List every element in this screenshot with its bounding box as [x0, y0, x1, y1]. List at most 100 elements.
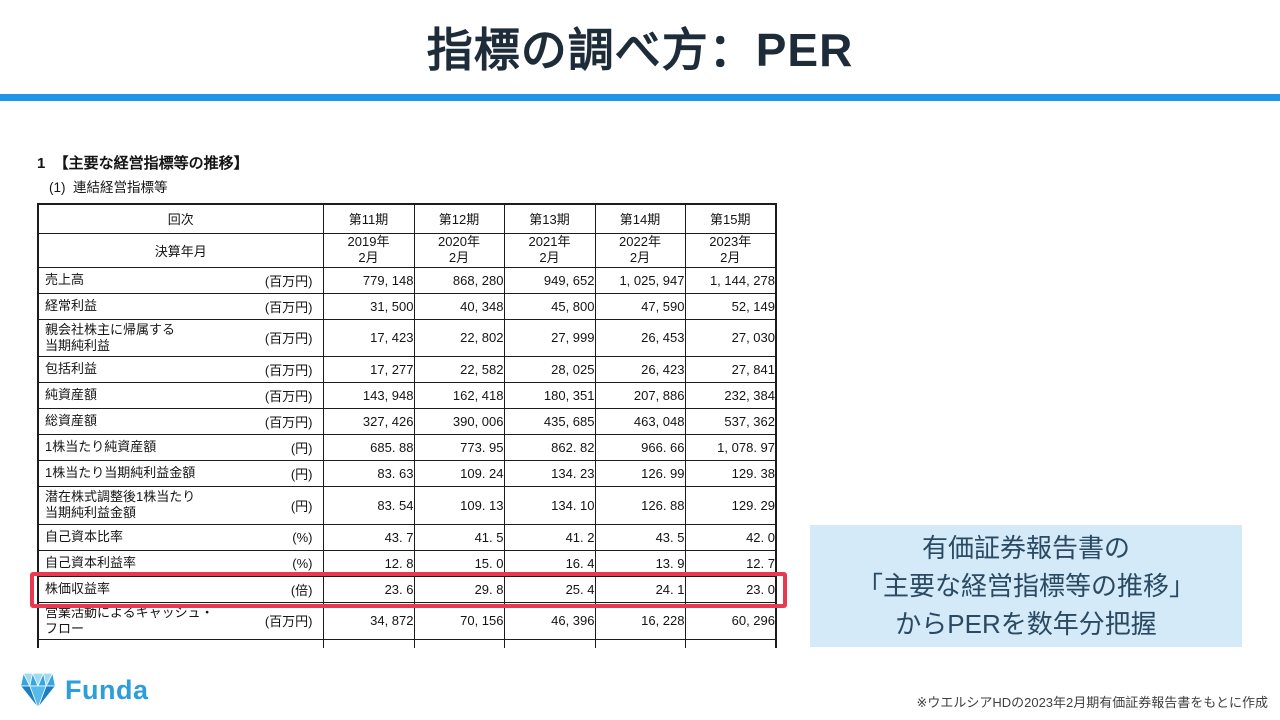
row-unit: (百万円) — [264, 389, 313, 404]
value-cell: 15. 0 — [413, 549, 505, 577]
row-unit: (倍) — [290, 582, 313, 598]
value-cell: 16. 4 — [503, 549, 596, 577]
table-row: 売上高 (百万円) 779, 148 868, 280 949, 652 1, 025, … — [37, 266, 777, 294]
value-cell: 26, 423 — [594, 356, 686, 383]
value-cell: 17, 277 — [322, 356, 415, 383]
row-label-cell: 自己資本比率 (%) — [37, 523, 324, 551]
row-label: 1株当たり純資産額 — [45, 439, 157, 455]
value-cell: 12. 8 — [322, 549, 415, 577]
value-cell: 773. 95 — [413, 434, 505, 461]
callout-line: 「主要な経営指標等の推移」 — [856, 571, 1195, 601]
fiscal-date-cell: 2019年 2月 — [322, 232, 415, 268]
table-row: 経常利益 (百万円) 31, 500 40, 348 45, 800 47, 590 52,… — [37, 292, 777, 320]
value-cell: 29. 8 — [413, 575, 505, 603]
row-label-cell: 純資産額 (百万円) — [37, 382, 324, 409]
row-label-cell: 1株当たり純資産額 (円) — [37, 434, 324, 461]
fiscal-date-row: 決算年月 2019年 2月 2020年 2月 2021年 2月 2022年 2月 202… — [37, 232, 777, 268]
row-label: 自己資本比率 — [45, 528, 124, 544]
callout-note: 有価証券報告書の 「主要な経営指標等の推移」 からPERを数年分把握 — [810, 525, 1242, 647]
value-cell: 25. 4 — [503, 575, 596, 603]
value-cell: 27, 030 — [684, 318, 777, 357]
value-cell: 43. 5 — [594, 523, 686, 551]
table-row: 自己資本利益率 (%) 12. 8 15. 0 16. 4 13. 9 12. 7 — [37, 549, 777, 577]
value-cell: 41. 5 — [413, 523, 505, 551]
value-cell: 327, 426 — [322, 408, 415, 435]
table-row: 1株当たり純資産額 (円) 685. 88 773. 95 862. 82 966. 66… — [37, 434, 777, 461]
value-cell: 180, 351 — [503, 382, 596, 409]
table-row: 自己資本比率 (%) 43. 7 41. 5 41. 2 43. 5 42. 0 — [37, 523, 777, 551]
value-cell: 28, 025 — [503, 356, 596, 383]
row-label: 包括利益 — [45, 361, 98, 377]
row-label-cell: 経常利益 (百万円) — [37, 292, 324, 320]
period-header-cell: 第12期 — [413, 203, 505, 234]
value-cell: 143, 948 — [322, 382, 415, 409]
value-cell: 949, 652 — [503, 266, 596, 294]
row-unit: (百万円) — [264, 331, 313, 347]
value-cell: 31, 500 — [322, 292, 415, 320]
value-cell: 463, 048 — [594, 408, 686, 435]
row-label-cell: 包括利益 (百万円) — [37, 356, 324, 383]
table-row: 総資産額 (百万円) 327, 426 390, 006 435, 685 463, 04… — [37, 408, 777, 435]
row-label: 親会社株主に帰属する 当期純利益 — [45, 321, 176, 353]
table-row: 親会社株主に帰属する 当期純利益 (百万円) 17, 423 22, 802 27, 9… — [37, 318, 777, 357]
period-header-cell: 第14期 — [594, 203, 686, 234]
callout-line: からPERを数年分把握 — [895, 609, 1157, 639]
value-cell: 126. 88 — [594, 486, 686, 525]
financial-table-clip: 回次 第11期 第12期 第13期 第14期 第15期 決算年月 2019年 2月 202… — [37, 203, 799, 648]
row-label: 潜在株式調整後1株当たり 当期純利益金額 — [45, 489, 196, 521]
value-cell: 22, 802 — [413, 318, 505, 357]
row-label-cell: 1株当たり当期純利益金額 (円) — [37, 460, 324, 487]
row-unit: (円) — [290, 498, 313, 514]
row-label: 経常利益 — [45, 297, 98, 313]
value-cell: 129. 29 — [684, 486, 777, 525]
value-cell: 34, 872 — [322, 601, 415, 640]
row-unit: (円) — [290, 441, 313, 456]
value-cell: 862. 82 — [503, 434, 596, 461]
value-cell: 23. 0 — [684, 575, 777, 603]
value-cell: 868, 280 — [413, 266, 505, 294]
row-label-cell: 総資産額 (百万円) — [37, 408, 324, 435]
table-row: 株価収益率 (倍) 23. 6 29. 8 25. 4 24. 1 23. 0 — [37, 575, 777, 603]
fiscal-date-cell: 2020年 2月 — [413, 232, 505, 268]
value-cell: 52, 149 — [684, 292, 777, 320]
value-cell: 26, 453 — [594, 318, 686, 357]
source-footnote: ※ウエルシアHDの2023年2月期有価証券報告書をもとに作成 — [916, 695, 1268, 710]
fiscal-date-cell: 2021年 2月 — [503, 232, 596, 268]
value-cell: 83. 63 — [322, 460, 415, 487]
table-row: 1株当たり当期純利益金額 (円) 83. 63 109. 24 134. 23 126. … — [37, 460, 777, 487]
row-unit: (百万円) — [264, 273, 313, 289]
value-cell: 779, 148 — [322, 266, 415, 294]
table-row: 潜在株式調整後1株当たり 当期純利益金額 (円) 83. 54 109. 13 134.… — [37, 486, 777, 525]
period-header-cell: 第13期 — [503, 203, 596, 234]
row-label: 純資産額 — [45, 387, 98, 403]
row-unit: (円) — [290, 467, 313, 482]
value-cell: 60, 296 — [684, 601, 777, 640]
value-cell: 126. 99 — [594, 460, 686, 487]
value-cell: 47, 590 — [594, 292, 686, 320]
row-label-cell: 株価収益率 (倍) — [37, 575, 324, 603]
value-cell: 43. 7 — [322, 523, 415, 551]
value-cell: 13. 9 — [594, 549, 686, 577]
report-subsection-heading: (1) 連結経営指標等 — [49, 180, 168, 195]
table-row: 包括利益 (百万円) 17, 277 22, 582 28, 025 26, 423 27,… — [37, 356, 777, 383]
value-cell: 24. 1 — [594, 575, 686, 603]
cutoff-stub-row — [37, 639, 777, 648]
row-unit: (百万円) — [264, 415, 313, 430]
value-cell: 41. 2 — [503, 523, 596, 551]
fiscal-date-cell: 2023年 2月 — [684, 232, 777, 268]
value-cell: 162, 418 — [413, 382, 505, 409]
value-cell: 685. 88 — [322, 434, 415, 461]
value-cell: 27, 841 — [684, 356, 777, 383]
row-label: 1株当たり当期純利益金額 — [45, 465, 196, 481]
row-label: 営業活動によるキャッシュ・ フロー — [45, 604, 214, 636]
row-unit: (%) — [292, 555, 313, 571]
report-section-heading: 1 【主要な経営指標等の推移】 — [37, 155, 249, 172]
row-label-cell: 売上高 (百万円) — [37, 266, 324, 294]
value-cell: 966. 66 — [594, 434, 686, 461]
value-cell: 46, 396 — [503, 601, 596, 640]
value-cell: 109. 13 — [413, 486, 505, 525]
row-unit: (%) — [292, 529, 313, 545]
row-label: 総資産額 — [45, 413, 98, 429]
value-cell: 17, 423 — [322, 318, 415, 357]
